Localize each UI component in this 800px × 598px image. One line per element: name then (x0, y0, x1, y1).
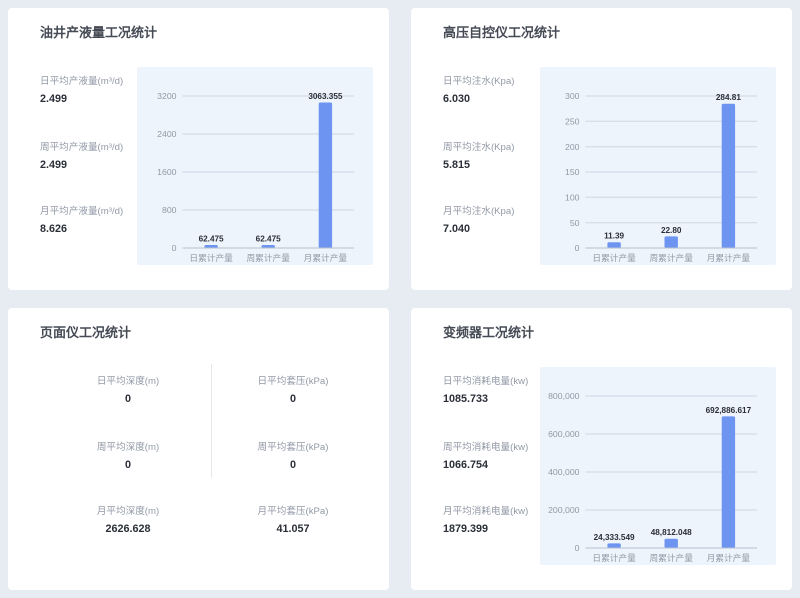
svg-text:月累计产量: 月累计产量 (707, 552, 751, 563)
svg-text:200: 200 (565, 142, 580, 152)
svg-text:3063.355: 3063.355 (308, 92, 343, 101)
svg-text:0: 0 (172, 243, 177, 253)
svg-text:月累计产量: 月累计产量 (707, 252, 751, 263)
svg-text:300: 300 (565, 91, 580, 101)
svg-text:0: 0 (575, 243, 580, 253)
svg-text:100: 100 (565, 193, 580, 203)
svg-text:62.475: 62.475 (199, 235, 224, 244)
svg-text:250: 250 (565, 117, 580, 127)
svg-text:48,812.048: 48,812.048 (651, 528, 692, 537)
svg-text:22.80: 22.80 (661, 226, 682, 235)
svg-text:周累计产量: 周累计产量 (649, 552, 693, 563)
svg-text:11.39: 11.39 (604, 232, 624, 241)
svg-text:月累计产量: 月累计产量 (304, 252, 348, 263)
svg-text:200,000: 200,000 (548, 505, 580, 515)
svg-text:600,000: 600,000 (548, 429, 580, 439)
svg-text:800: 800 (162, 205, 177, 215)
svg-text:692,886.617: 692,886.617 (706, 406, 752, 415)
svg-text:0: 0 (575, 543, 580, 553)
svg-text:284.81: 284.81 (716, 93, 741, 102)
svg-text:日累计产量: 日累计产量 (592, 552, 636, 563)
svg-text:周累计产量: 周累计产量 (649, 252, 693, 263)
svg-text:24,333.549: 24,333.549 (594, 533, 635, 542)
svg-text:2400: 2400 (157, 129, 176, 139)
svg-text:150: 150 (565, 167, 580, 177)
svg-text:日累计产量: 日累计产量 (592, 252, 636, 263)
svg-text:800,000: 800,000 (548, 391, 580, 401)
svg-text:50: 50 (570, 218, 580, 228)
svg-text:日累计产量: 日累计产量 (189, 252, 233, 263)
svg-text:400,000: 400,000 (548, 467, 580, 477)
svg-text:周累计产量: 周累计产量 (246, 252, 290, 263)
svg-text:62.475: 62.475 (256, 235, 281, 244)
svg-text:1600: 1600 (157, 167, 176, 177)
svg-text:3200: 3200 (157, 91, 176, 101)
